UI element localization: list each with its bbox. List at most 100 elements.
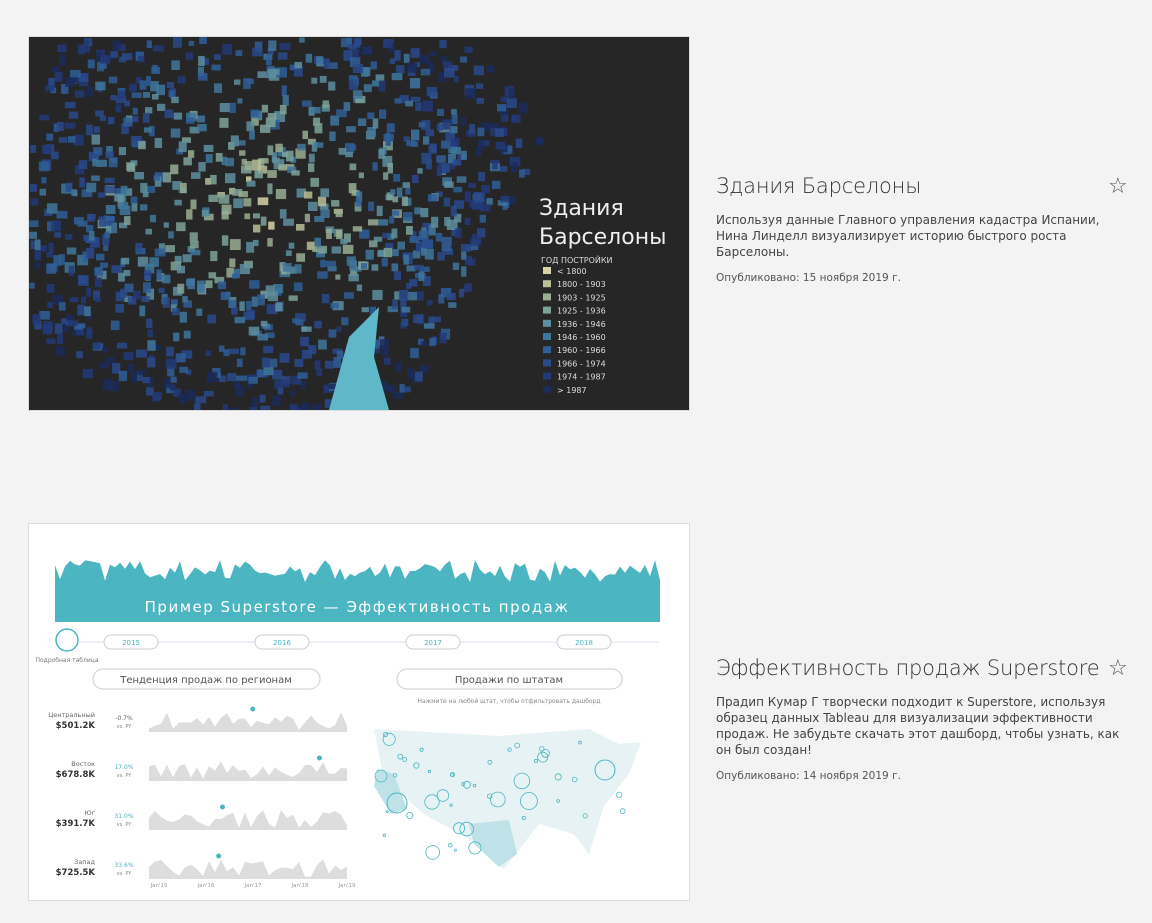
block (439, 40, 447, 49)
card-title[interactable]: Здания Барселоны (716, 174, 922, 198)
block (197, 124, 207, 132)
favorite-star[interactable]: ☆ (1108, 656, 1128, 681)
card-title[interactable]: Эффективность продаж Superstore (716, 656, 1100, 680)
block (321, 294, 330, 304)
block (279, 353, 290, 363)
thumb-title: Здания (539, 196, 624, 221)
thumbnail[interactable]: Здания Барселоны ГОД ПОСТРОЙКИ < 1800 180… (29, 37, 689, 410)
block (104, 177, 115, 184)
block (223, 349, 230, 357)
block (146, 318, 153, 329)
block (378, 219, 389, 226)
state-bubble (487, 793, 493, 799)
block (333, 357, 342, 368)
block (393, 174, 401, 182)
block (142, 191, 149, 198)
block (246, 180, 256, 187)
block (96, 159, 108, 167)
block (361, 46, 373, 55)
block (385, 132, 391, 143)
block (118, 370, 128, 382)
block (454, 200, 465, 209)
block (403, 212, 413, 221)
block (291, 375, 302, 385)
favorite-star[interactable]: ☆ (1108, 174, 1128, 199)
block (308, 163, 315, 173)
block (400, 308, 408, 318)
block (145, 228, 152, 235)
block (469, 123, 475, 134)
block (522, 168, 531, 176)
block (121, 123, 129, 135)
block (85, 247, 95, 259)
block (386, 123, 395, 133)
legend-swatch (543, 293, 551, 301)
block (79, 177, 85, 188)
block (336, 350, 344, 360)
block (307, 138, 316, 145)
block (476, 97, 484, 104)
year-pill[interactable] (405, 634, 461, 650)
block (67, 136, 76, 143)
state-bubble (382, 833, 386, 837)
block (170, 304, 177, 312)
block (185, 279, 195, 286)
block (87, 213, 96, 220)
block (155, 84, 166, 96)
block (295, 313, 306, 322)
block (331, 200, 340, 207)
spark-dot (316, 755, 322, 761)
block (164, 378, 171, 389)
block (197, 66, 205, 77)
block (219, 103, 231, 113)
block (336, 109, 347, 118)
block (464, 218, 471, 226)
state-bubble (382, 731, 389, 738)
block (141, 296, 150, 303)
block (446, 219, 458, 231)
block (162, 172, 172, 183)
block (480, 122, 490, 131)
block (450, 163, 456, 170)
year-pill[interactable] (254, 634, 310, 650)
year-pill[interactable] (103, 634, 159, 650)
block (420, 208, 429, 218)
block (317, 271, 328, 279)
block (486, 198, 493, 205)
block (86, 330, 93, 339)
thumbnail[interactable]: Пример Superstore — Эффективность продаж… (29, 524, 689, 900)
block (481, 185, 490, 194)
block (51, 220, 61, 232)
state-bubble (402, 757, 408, 762)
block (406, 283, 412, 289)
state-bubble (541, 749, 550, 758)
block (497, 104, 507, 112)
block (78, 275, 87, 285)
block (451, 227, 459, 237)
block (460, 117, 467, 127)
block (340, 38, 352, 48)
block (133, 290, 141, 300)
table-link[interactable]: Подробная таблица (36, 657, 99, 664)
block (403, 53, 410, 63)
block (265, 54, 272, 66)
block (158, 243, 165, 254)
block (102, 379, 113, 390)
block (282, 152, 289, 158)
block (51, 66, 60, 73)
region-name: Восток (71, 760, 95, 768)
legend-swatch (543, 306, 551, 314)
state-bubble (406, 811, 414, 819)
block (186, 117, 195, 124)
block (397, 241, 405, 250)
port (329, 307, 389, 410)
block (168, 231, 174, 239)
banner-text: Пример Superstore — Эффективность продаж (145, 598, 570, 616)
block (380, 381, 388, 391)
block (423, 323, 435, 329)
block (67, 320, 78, 327)
year-pill[interactable] (556, 634, 612, 650)
block (214, 276, 225, 284)
block (125, 188, 133, 196)
block (425, 159, 432, 170)
